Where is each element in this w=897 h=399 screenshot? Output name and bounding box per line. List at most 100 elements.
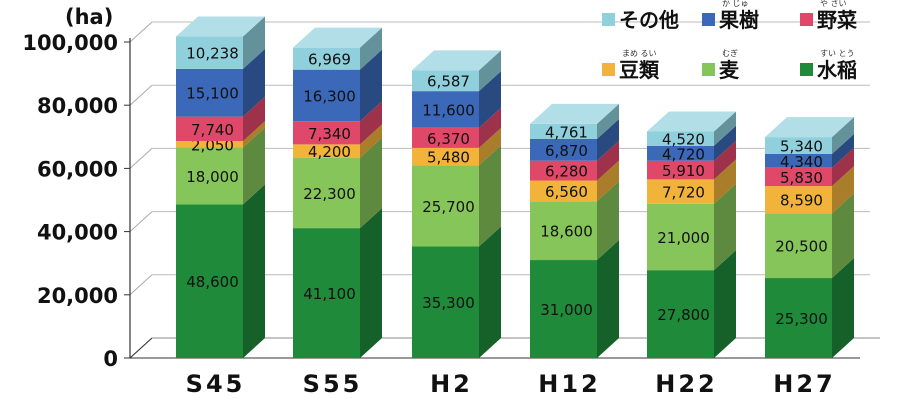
bar-segment-side — [714, 125, 736, 161]
bar-top-face — [765, 117, 854, 138]
legend-swatch — [602, 13, 615, 26]
legend-ruby: まめ るい — [622, 49, 657, 58]
data-label: 22,300 — [303, 185, 356, 203]
bar-segment-front — [647, 179, 714, 204]
bar-top-face — [530, 103, 619, 124]
bar-segment-front — [412, 165, 479, 247]
bar-segment: 31,000 — [530, 240, 619, 358]
y-tick-label: 40,000 — [37, 221, 118, 245]
data-label: 5,480 — [427, 149, 470, 167]
legend-label: 豆類 — [619, 58, 660, 82]
x-tick-label: H22 — [655, 370, 717, 398]
bar-segment-front — [765, 213, 832, 279]
bar-segment: 35,300 — [412, 226, 501, 358]
bar-segment-front — [530, 160, 597, 181]
bar-segment-front — [530, 123, 597, 139]
bar-segment: 6,587 — [412, 50, 501, 92]
data-label: 10,238 — [186, 45, 239, 63]
data-label: 15,100 — [186, 85, 239, 103]
legend-ruby: や さい — [820, 0, 847, 8]
bar-segment-front — [530, 180, 597, 202]
data-label: 6,560 — [545, 183, 588, 201]
bar-segment-side — [479, 226, 501, 358]
bar-segment: 21,000 — [647, 183, 736, 271]
bar-segment: 5,830 — [765, 147, 854, 187]
grid-diagonal — [129, 84, 153, 106]
bar-segment: 5,910 — [647, 140, 736, 180]
bar-segment-side — [714, 140, 736, 180]
bar-segment: 8,590 — [765, 166, 854, 214]
bar-segment-front — [412, 70, 479, 92]
bar-segment-front — [412, 91, 479, 128]
data-label: 4,520 — [662, 131, 705, 149]
bar-segment-side — [360, 101, 382, 145]
legend-ruby: か じゅ — [722, 0, 749, 8]
bar-segment: 18,000 — [176, 127, 265, 205]
bar-segment-front — [647, 270, 714, 358]
bar-segment-side — [714, 183, 736, 271]
bar-segment-side — [714, 159, 736, 204]
data-label: 8,590 — [780, 192, 823, 210]
legend-label: 野菜 — [817, 8, 857, 32]
bar-segment: 4,520 — [647, 111, 736, 149]
bar-segment-side — [360, 49, 382, 122]
legend-swatch — [800, 63, 813, 76]
bar-segment-side — [597, 140, 619, 181]
bar-top-face — [647, 111, 736, 132]
bar-segment-side — [832, 133, 854, 168]
bar-segment: 11,600 — [412, 71, 501, 128]
legend-ruby: すい とう — [820, 49, 855, 58]
bar-segment-side — [597, 103, 619, 139]
data-label: 11,600 — [422, 101, 475, 119]
bar-segment-side — [597, 160, 619, 202]
grid-diagonal — [129, 21, 153, 43]
bar-segment: 10,238 — [176, 16, 265, 69]
bar-segment: 22,300 — [293, 137, 382, 229]
bar-segment-front — [176, 204, 243, 358]
data-label: 48,600 — [186, 273, 239, 291]
x-tick-label: S55 — [303, 370, 363, 398]
bar-segment-side — [479, 107, 501, 148]
data-label: 35,300 — [422, 294, 475, 312]
data-label: 4,761 — [545, 123, 588, 141]
bar-segment-front — [647, 160, 714, 180]
legend-label: その他 — [619, 8, 679, 32]
data-label: 20,500 — [775, 238, 828, 256]
bar-segment-front — [412, 147, 479, 166]
bar-segment-front — [176, 116, 243, 142]
bar-segment-front — [176, 141, 243, 148]
bar-segment: 20,500 — [765, 193, 854, 279]
bar-segment-front — [176, 36, 243, 69]
bar-segment: 41,100 — [293, 208, 382, 358]
bar-segment: 7,720 — [647, 159, 736, 204]
grid-diagonal — [129, 148, 153, 169]
data-label: 16,300 — [303, 87, 356, 105]
x-tick-label: S45 — [186, 370, 246, 398]
bar-segment-front — [293, 228, 360, 358]
data-label: 6,870 — [545, 142, 588, 160]
bar-segment: 4,761 — [530, 103, 619, 141]
bar-segment-side — [360, 124, 382, 158]
bar-segment-side — [832, 193, 854, 279]
bar-segment: 7,740 — [176, 96, 265, 142]
bar-segment: 6,560 — [530, 160, 619, 202]
bar-segment-front — [647, 203, 714, 271]
bar-segment-side — [479, 145, 501, 247]
bar-segment-front — [176, 147, 243, 205]
bar-segment-side — [597, 118, 619, 161]
bar-segment-front — [293, 69, 360, 122]
data-label: 4,340 — [780, 153, 823, 171]
bar-segment-side — [714, 250, 736, 358]
bar-segment: 48,600 — [176, 184, 265, 358]
bar-segment-front — [293, 157, 360, 229]
bar-segment-side — [479, 127, 501, 166]
bar-top-face — [176, 16, 265, 37]
bar-segment: 6,370 — [412, 107, 501, 148]
bar-segment-side — [832, 258, 854, 358]
